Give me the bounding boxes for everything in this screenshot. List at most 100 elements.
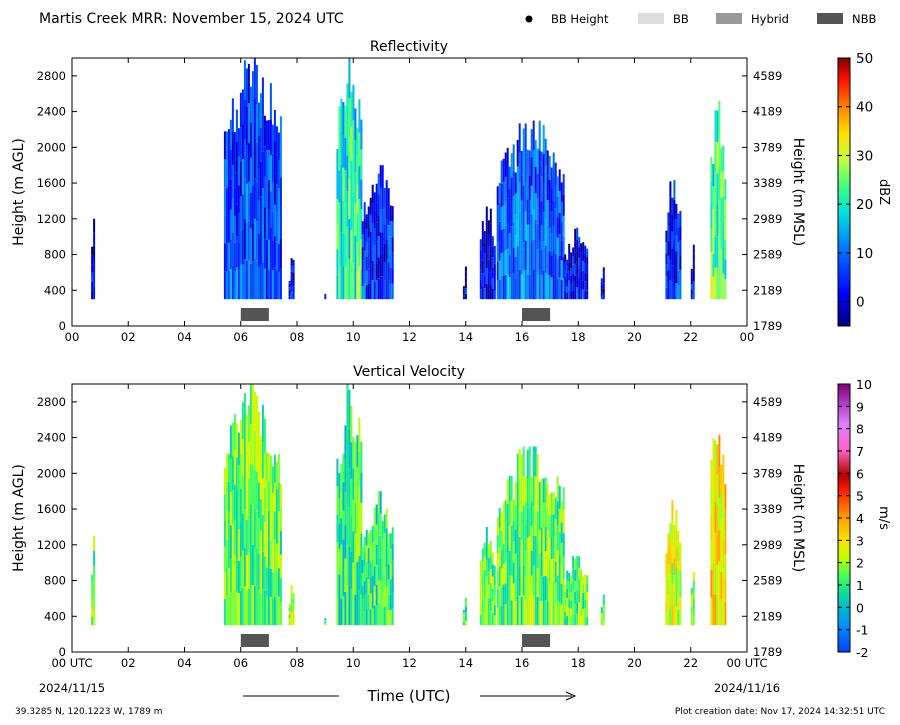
heatmap-cell [344,170,347,203]
heatmap-cell [253,218,256,259]
heatmap-cell [500,253,503,277]
heatmap-cell [223,599,226,626]
heatmap-cell [558,555,561,579]
heatmap-cell [275,270,278,300]
heatmap-cell [361,612,364,626]
heatmap-cell [375,183,378,203]
heatmap-cell [257,553,260,590]
heatmap-cell [493,246,496,255]
heatmap-cell [556,197,559,218]
heatmap-cell [342,453,345,483]
heatmap-cell [665,601,668,614]
x-tick-label: 06 [233,656,248,670]
heatmap-cell [391,527,394,544]
y-tick-label: 1600 [37,502,66,516]
heatmap-cell [558,485,561,509]
heatmap-cell [483,253,486,266]
heatmap-cell [464,282,467,289]
heatmap-cell [544,245,547,273]
heatmap-cell [534,219,537,247]
heatmap-cell [600,616,603,620]
heatmap-cell [267,149,270,180]
heatmap-cell [340,571,343,599]
heatmap-cell [91,264,94,273]
heatmap-cell [247,142,250,182]
heatmap-cell [566,292,569,300]
heatmap-cell [375,260,378,280]
heatmap-cell [275,126,278,156]
heatmap-cell [91,290,94,300]
heatmap-cell [582,242,585,252]
heatmap-cell [381,555,384,574]
heatmap-cell [562,215,565,237]
x-tick-label: 04 [177,656,192,670]
heatmap-cell [522,565,525,596]
heatmap-cell [502,502,505,524]
heatmap-cell [578,579,581,591]
heatmap-cell [540,176,543,201]
heatmap-cell [267,596,270,626]
heatmap-cell [233,519,236,555]
x-tick-label: 00 [740,330,755,344]
heatmap-cell [502,564,505,585]
heatmap-cell [273,267,276,300]
heatmap-cell [381,187,384,210]
heatmap-cell [690,619,693,626]
heatmap-cell [354,267,357,300]
bb-swatch [638,13,664,24]
heatmap-cell [227,539,230,569]
heatmap-cell [479,279,482,290]
heatmap-cell [516,596,519,626]
heatmap-cell [498,202,501,222]
heatmap-cell [257,200,260,234]
heatmap-cell [562,556,565,580]
heatmap-cell [379,491,382,514]
heatmap-cell [720,248,723,274]
heatmap-cell [241,124,244,160]
heatmap-cell [714,532,717,564]
heatmap-cell [673,180,676,200]
heatmap-cell [462,612,465,615]
heatmap-cell [237,128,240,157]
heatmap-cell [724,531,727,555]
heatmap-cell [292,598,295,604]
y2-tick-label: 4189 [753,105,782,119]
heatmap-cell [574,592,577,604]
heatmap-cell [336,486,339,515]
heatmap-cell [385,605,388,626]
heatmap-cell [544,502,547,527]
heatmap-cell [251,424,254,465]
heatmap-cell [263,418,266,454]
heatmap-cell [690,294,693,300]
heatmap-cell [223,494,226,521]
heatmap-cell [712,163,715,187]
heatmap-cell [348,178,351,219]
heatmap-cell [552,580,555,603]
heatmap-cell [500,568,503,588]
heatmap-cell [528,565,531,596]
heatmap-cell [383,262,386,281]
heatmap-cell [552,201,555,226]
heatmap-cell [534,272,537,300]
heatmap-cell [464,620,467,626]
heatmap-cell [358,417,361,452]
heatmap-cell [667,284,670,300]
heatmap-cell [249,585,252,626]
heatmap-cell [602,283,605,289]
heatmap-cell [271,241,274,271]
y2-tick-label: 2989 [753,538,782,552]
heatmap-cell [363,250,366,267]
heatmap-cell [389,594,392,610]
heatmap-cell [255,221,258,261]
heatmap-cell [290,265,293,272]
heatmap-cell [724,239,727,260]
heatmap-cell [257,411,260,447]
x-tick-label: 08 [290,656,305,670]
heatmap-cell [348,586,351,626]
heatmap-cell [665,253,668,265]
reflectivity-x-ticks: 00 02 04 06 08 10 12 14 16 18 20 22 00 [65,58,755,344]
heatmap-cell [578,237,581,248]
heatmap-cell [692,598,695,608]
heatmap-cell [247,515,250,552]
heatmap-cell [249,464,252,505]
